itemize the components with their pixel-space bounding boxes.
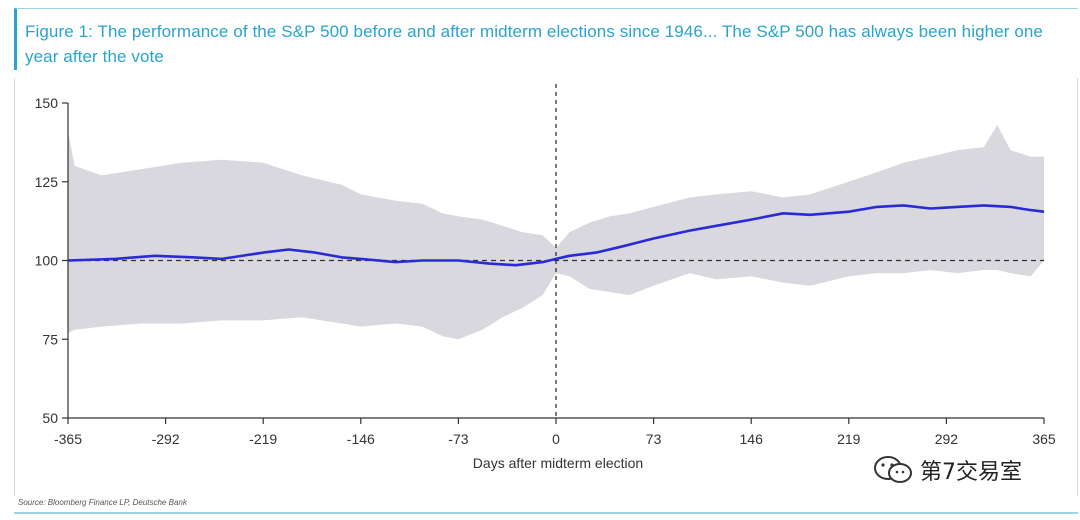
- x-tick-label: 73: [646, 431, 662, 447]
- wechat-icon: [874, 456, 912, 483]
- sp500-midterm-chart: 50 75 100 125 150 -365 -292 -219 -146 -73 0 73 146 21…: [35, 84, 1056, 471]
- bottom-rule: [14, 512, 1078, 514]
- x-tick-label: -365: [54, 431, 82, 447]
- x-tick-label: 146: [740, 431, 764, 447]
- chart-frame: [14, 78, 1078, 496]
- watermark: 第7交易室: [872, 454, 1022, 486]
- x-tick-label: 219: [837, 431, 861, 447]
- x-tick-label: -73: [448, 431, 468, 447]
- x-tick-label: -219: [249, 431, 277, 447]
- y-tick-label: 75: [42, 331, 58, 347]
- y-tick-label: 150: [35, 95, 59, 111]
- x-tick-label: 0: [552, 431, 560, 447]
- sp500-average-line: [67, 204, 1045, 267]
- figure-title: Figure 1: The performance of the S&P 500…: [25, 22, 1043, 66]
- x-axis-label: Days after midterm election: [473, 455, 643, 471]
- x-tick-label: 292: [935, 431, 959, 447]
- range-band: [68, 125, 1044, 340]
- y-tick-label: 100: [35, 253, 59, 269]
- y-tick-label: 125: [35, 174, 59, 190]
- x-tick-label: 365: [1032, 431, 1056, 447]
- source-note: Source: Bloomberg Finance LP, Deutsche B…: [18, 498, 187, 507]
- y-tick-label: 50: [42, 410, 58, 426]
- watermark-text: 第7交易室: [920, 460, 1022, 485]
- x-tick-label: -146: [347, 431, 375, 447]
- x-tick-label: -292: [152, 431, 180, 447]
- figure-title-box: Figure 1: The performance of the S&P 500…: [14, 8, 1078, 70]
